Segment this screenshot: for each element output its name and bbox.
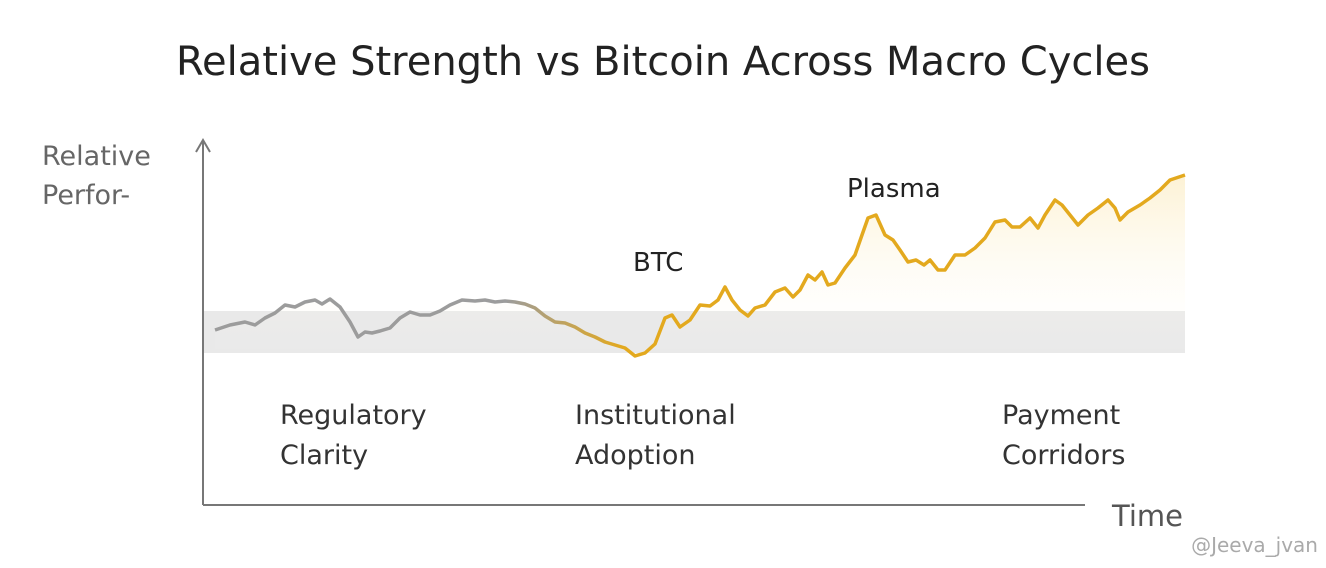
watermark: @Jeeva_jvan <box>1191 533 1318 557</box>
annotation: Plasma <box>847 174 941 204</box>
y-axis-label: Perfor- <box>42 180 130 211</box>
phase-label: Adoption <box>575 440 696 471</box>
phase-label: Corridors <box>1002 440 1125 471</box>
phase-label: Payment <box>1002 400 1120 431</box>
y-axis-label: Relative <box>42 141 151 172</box>
line <box>214 173 1186 358</box>
phase-label: Institutional <box>575 400 736 431</box>
y-axis-arrow <box>195 138 211 153</box>
phase-label: Regulatory <box>280 400 427 431</box>
x-axis-label: Time <box>1111 499 1183 533</box>
phase-label: Clarity <box>280 440 368 471</box>
chart-title: Relative Strength vs Bitcoin Across Macr… <box>176 39 1150 85</box>
area <box>215 175 1185 356</box>
annotation: BTC <box>633 248 683 278</box>
